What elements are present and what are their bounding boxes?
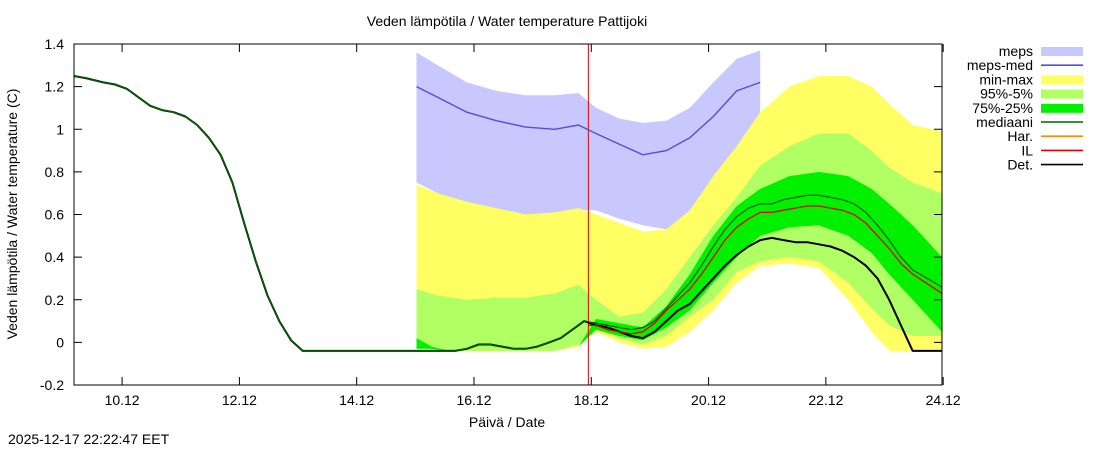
legend-label-det: Det. [1007, 157, 1033, 173]
axis-ticks: -0.2 0 0.2 0.4 0.6 0.8 1 1.2 1.4 10.12 12.12 14.12 1… [40, 36, 961, 408]
y-tick-label: 1 [56, 121, 64, 137]
series-il [588, 205, 943, 335]
y-tick-label: 0.8 [45, 164, 65, 180]
legend-label-p75-25: 75%-25% [972, 100, 1033, 116]
band-layer [416, 50, 942, 351]
x-tick-label: 24.12 [926, 392, 961, 408]
legend-swatch-p95-5 [1041, 89, 1083, 99]
series-meps-med [416, 81, 761, 156]
legend-label-har: Har. [1007, 128, 1033, 144]
y-tick-label: 0.2 [45, 292, 65, 308]
legend-swatch-meps [1041, 47, 1083, 56]
legend-label-median: mediaani [976, 114, 1033, 130]
chart-title: Veden lämpötila / Water temperature Patt… [367, 13, 647, 29]
legend: mepsmeps-medmin-max95%-5%75%-25%mediaani… [967, 43, 1083, 173]
legend-label-p95-5: 95%-5% [980, 86, 1033, 102]
band-p75-25 [416, 171, 942, 351]
y-axis-label: Veden lämpötila / Water temperature (C) [4, 89, 20, 340]
timestamp: 2025-12-17 22:22:47 EET [8, 431, 170, 447]
legend-label-il: IL [1021, 142, 1033, 158]
series-layer [73, 75, 943, 352]
y-tick-label: -0.2 [40, 377, 64, 393]
y-tick-label: 0 [56, 334, 64, 350]
x-axis-label: Päivä / Date [469, 414, 545, 430]
x-tick-label: 12.12 [222, 392, 257, 408]
x-tick-label: 14.12 [339, 392, 374, 408]
y-tick-label: 1.4 [45, 36, 65, 52]
legend-label-minmax: min-max [979, 71, 1033, 87]
legend-swatch-p75-25 [1041, 103, 1083, 113]
x-tick-label: 16.12 [456, 392, 491, 408]
series-mediaani [73, 75, 943, 352]
legend-swatch-minmax [1041, 75, 1083, 85]
x-tick-label: 20.12 [691, 392, 726, 408]
y-tick-label: 0.4 [45, 249, 65, 265]
y-tick-label: 0.6 [45, 207, 65, 223]
legend-label-meps: meps [999, 43, 1033, 59]
legend-label-meps-med: meps-med [967, 57, 1033, 73]
x-tick-label: 22.12 [808, 392, 843, 408]
x-tick-label: 10.12 [105, 392, 140, 408]
x-tick-label: 18.12 [574, 392, 609, 408]
y-tick-label: 1.2 [45, 79, 65, 95]
